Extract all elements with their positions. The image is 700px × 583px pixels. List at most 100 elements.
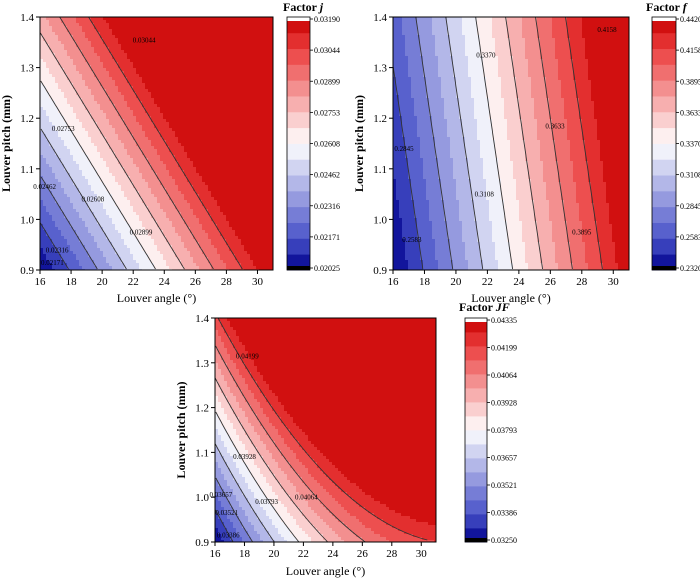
heatmap-cell	[160, 95, 164, 99]
heatmap-cell	[64, 38, 68, 42]
heatmap-cell	[118, 74, 122, 78]
heatmap-cell	[262, 146, 266, 150]
heatmap-cell	[253, 146, 257, 150]
heatmap-cell	[208, 143, 212, 147]
heatmap-cell	[112, 68, 116, 72]
heatmap-cell	[64, 56, 68, 60]
heatmap-cell	[193, 95, 197, 99]
heatmap-cell	[130, 137, 134, 141]
heatmap-cell	[169, 110, 173, 114]
heatmap-cell	[241, 107, 245, 111]
heatmap-cell	[220, 47, 224, 51]
heatmap-cell	[229, 95, 233, 99]
heatmap-cell	[232, 119, 236, 123]
heatmap-cell	[106, 140, 110, 144]
heatmap-cell	[85, 71, 89, 75]
heatmap-cell	[214, 137, 218, 141]
heatmap-cell	[271, 128, 273, 132]
heatmap-cell	[217, 119, 221, 123]
heatmap-cell	[175, 206, 179, 210]
heatmap-cell	[187, 131, 191, 135]
heatmap-cell	[43, 47, 47, 51]
heatmap-cell	[211, 71, 215, 75]
heatmap-cell	[124, 128, 128, 132]
heatmap-cell	[250, 149, 254, 153]
heatmap-cell	[61, 26, 65, 30]
heatmap-cell	[256, 23, 260, 27]
heatmap-cell	[43, 116, 47, 120]
heatmap-cell	[178, 104, 182, 108]
heatmap-cell	[217, 164, 221, 168]
heatmap-cell	[94, 35, 98, 39]
heatmap-cell	[160, 161, 164, 165]
heatmap-cell	[49, 23, 53, 27]
heatmap-cell	[73, 131, 77, 135]
heatmap-cell	[214, 134, 218, 138]
heatmap-cell	[82, 164, 86, 168]
heatmap-cell	[175, 188, 179, 192]
heatmap-cell	[94, 134, 98, 138]
heatmap-cell	[262, 167, 266, 171]
heatmap-cell	[256, 179, 260, 183]
heatmap-cell	[244, 185, 248, 189]
heatmap-cell	[250, 137, 254, 141]
heatmap-cell	[55, 50, 59, 54]
heatmap-cell	[61, 95, 65, 99]
heatmap-cell	[82, 143, 86, 147]
heatmap-cell	[49, 32, 53, 36]
heatmap-cell	[247, 143, 251, 147]
heatmap-cell	[247, 86, 251, 90]
heatmap-cell	[178, 80, 182, 84]
heatmap-cell	[202, 101, 206, 105]
heatmap-cell	[43, 50, 47, 54]
heatmap-cell	[121, 146, 125, 150]
heatmap-cell	[91, 191, 95, 195]
heatmap-cell	[103, 38, 107, 42]
heatmap-cell	[88, 47, 92, 51]
heatmap-cell	[259, 17, 263, 21]
heatmap-cell	[253, 38, 257, 42]
heatmap-cell	[268, 95, 272, 99]
heatmap-cell	[187, 86, 191, 90]
heatmap-cell	[265, 161, 269, 165]
heatmap-cell	[109, 155, 113, 159]
heatmap-cell	[127, 50, 131, 54]
heatmap-cell	[217, 86, 221, 90]
heatmap-cell	[85, 176, 89, 180]
heatmap-cell	[211, 131, 215, 135]
heatmap-cell	[130, 50, 134, 54]
heatmap-cell	[40, 119, 44, 123]
heatmap-cell	[271, 59, 273, 63]
heatmap-cell	[157, 164, 161, 168]
heatmap-cell	[148, 125, 152, 129]
heatmap-cell	[238, 26, 242, 30]
heatmap-cell	[211, 50, 215, 54]
heatmap-cell	[271, 131, 273, 135]
heatmap-cell	[235, 185, 239, 189]
heatmap-cell	[244, 65, 248, 69]
heatmap-cell	[127, 194, 131, 198]
heatmap-cell	[184, 29, 188, 33]
heatmap-cell	[94, 26, 98, 30]
heatmap-cell	[244, 110, 248, 114]
heatmap-cell	[70, 71, 74, 75]
heatmap-cell	[217, 170, 221, 174]
heatmap-cell	[226, 131, 230, 135]
heatmap-cell	[178, 176, 182, 180]
heatmap-cell	[97, 29, 101, 33]
heatmap-cell	[46, 29, 50, 33]
heatmap-cell	[115, 149, 119, 153]
heatmap-cell	[142, 71, 146, 75]
heatmap-cell	[85, 113, 89, 117]
heatmap-cell	[55, 206, 59, 210]
heatmap-cell	[214, 89, 218, 93]
heatmap-cell	[79, 35, 83, 39]
heatmap-cell	[142, 41, 146, 45]
heatmap-cell	[241, 140, 245, 144]
heatmap-cell	[91, 155, 95, 159]
heatmap-cell	[193, 20, 197, 24]
heatmap-cell	[154, 71, 158, 75]
heatmap-cell	[190, 113, 194, 117]
heatmap-cell	[232, 107, 236, 111]
heatmap-cell	[88, 74, 92, 78]
